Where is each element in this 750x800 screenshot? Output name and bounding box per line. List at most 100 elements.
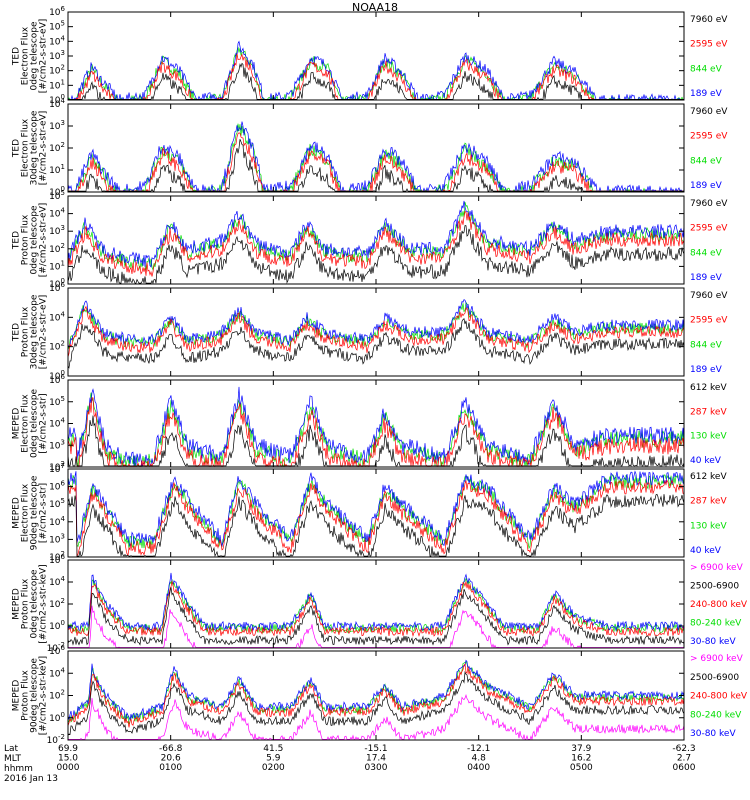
y-tick-label: 100: [49, 277, 65, 290]
y-tick-label: 100: [49, 369, 65, 382]
y-tick-label: 104: [49, 34, 65, 47]
legend-entry: 240-800 keV: [690, 692, 748, 702]
legend-entry: 30-80 keV: [690, 729, 736, 739]
y-axis-title-line: TED: [12, 323, 22, 342]
legend-entry: 189 eV: [690, 273, 723, 283]
y-tick-label: 106: [49, 281, 65, 294]
y-axis-title: MEPEDProton Flux0deg telescope[#/cm2-s-s…: [12, 564, 49, 643]
series-line-green: [67, 202, 685, 272]
y-axis-title-line: [#/cm2-s-str-eV]: [39, 203, 49, 278]
legend-entry: 7960 eV: [690, 291, 728, 301]
legend-entry: 7960 eV: [690, 15, 728, 25]
y-axis-title-line: MEPED: [12, 680, 22, 712]
y-axis-title-line: [#/cm2-s-str]: [39, 483, 49, 543]
legend-entry: 287 keV: [690, 407, 727, 417]
series-line-blue: [67, 121, 684, 193]
y-axis-title-line: 30deg telescope: [30, 110, 40, 185]
footer-date: 2016 Jan 13: [4, 774, 58, 784]
y-tick-label: 102: [49, 242, 65, 255]
legend-entry: 40 keV: [690, 546, 722, 556]
footer-tick-hhmm: 0100: [159, 763, 182, 773]
footer-tick-hhmm: 0600: [673, 763, 696, 773]
footer-label-hhmm: hhmm: [4, 764, 33, 774]
legend-entry: 844 eV: [690, 248, 723, 258]
y-tick-label: 104: [49, 417, 65, 430]
y-axis-title-line: Electron Flux: [21, 483, 31, 542]
footer-row-labels: Lat MLT hhmm 2016 Jan 13: [4, 744, 58, 784]
legend-entry: 30-80 keV: [690, 637, 736, 647]
y-axis-title: MEPEDElectron Flux90deg telescope[#/cm2-…: [12, 475, 49, 550]
y-tick-label: 103: [49, 438, 65, 451]
y-axis-title-line: Proton Flux: [21, 578, 31, 629]
y-tick-label: 106: [49, 480, 65, 493]
series-line-red: [68, 132, 684, 192]
legend-entry: 80-240 keV: [690, 619, 742, 629]
y-tick-label: 105: [49, 189, 65, 202]
y-tick-label: 100: [49, 619, 65, 632]
y-tick-label: 102: [49, 64, 65, 77]
series-line-blue: [67, 572, 685, 632]
footer-tick-lat: 69.9: [58, 744, 78, 754]
y-axis-title: TEDElectron Flux0deg telescope[#/cm2-s-s…: [12, 19, 49, 94]
footer-tick-lat: 41.5: [263, 744, 283, 754]
y-axis-title-line: Electron Flux: [21, 118, 31, 177]
y-tick-label: 100: [49, 185, 65, 198]
y-tick-label: 104: [49, 666, 65, 679]
y-tick-label: 100: [49, 711, 65, 724]
y-tick-label: 106: [49, 553, 65, 566]
footer-tick-lat: -15.1: [364, 744, 387, 754]
series-line-black: [67, 225, 685, 285]
y-axis-title-line: Proton Flux: [21, 670, 31, 721]
y-axis-title: MEPEDProton Flux90deg telescope[#/cm2-s-…: [12, 656, 49, 735]
y-axis-title-line: [#/cm2-s-str]: [39, 393, 49, 453]
series-line-green: [67, 392, 685, 467]
series-line-green: [67, 661, 685, 725]
y-tick-label: 104: [49, 575, 65, 588]
series-line-black: [67, 493, 685, 558]
legend-entry: 130 keV: [690, 432, 727, 442]
y-axis-title-line: 30deg telescope: [30, 294, 40, 369]
y-axis-title-line: [#/cm2-s-str-eV]: [39, 19, 49, 94]
y-tick-label: 10-2: [47, 641, 65, 654]
legend-entry: 612 keV: [690, 472, 727, 482]
y-tick-label: 105: [49, 395, 65, 408]
legend-entry: 2595 eV: [690, 316, 728, 326]
legend-entry: 40 keV: [690, 456, 722, 466]
series-line-blue: [67, 659, 685, 722]
legend-entry: 189 eV: [690, 89, 723, 99]
y-tick-label: 100: [49, 93, 65, 106]
legend-entry: 7960 eV: [690, 199, 728, 209]
legend-entry: 844 eV: [690, 64, 723, 74]
y-tick-label: 101: [49, 163, 65, 176]
y-tick-label: 101: [49, 259, 65, 272]
series-line-red: [67, 479, 685, 558]
series-line-green: [67, 577, 685, 634]
footer-tick-mlt: 20.6: [161, 754, 181, 764]
y-tick-label: 104: [49, 207, 65, 220]
y-axis-title-line: [#/cm2-s-str-eV]: [39, 111, 49, 186]
y-tick-label: 103: [49, 49, 65, 62]
y-axis-title-line: TED: [12, 231, 22, 250]
y-axis-title-line: [#/cm2-s-str-keV]: [39, 656, 49, 735]
legend-entry: 2595 eV: [690, 40, 728, 50]
y-axis-title-line: Electron Flux: [21, 26, 31, 85]
panel-frame: [67, 195, 685, 285]
chart-title: NOAA18: [351, 1, 399, 14]
y-tick-label: 101: [49, 78, 65, 91]
y-tick-label: 102: [49, 689, 65, 702]
y-tick-label: 105: [49, 497, 65, 510]
footer-tick-hhmm: 0200: [262, 763, 285, 773]
y-tick-label: 106: [49, 5, 65, 18]
y-axis-title-line: Proton Flux: [21, 214, 31, 265]
legend-entry: 7960 eV: [690, 107, 728, 117]
legend-entry: 844 eV: [690, 156, 723, 166]
y-tick-label: 10-2: [47, 733, 65, 746]
y-tick-label: 104: [49, 97, 65, 110]
y-tick-label: 102: [49, 460, 65, 473]
